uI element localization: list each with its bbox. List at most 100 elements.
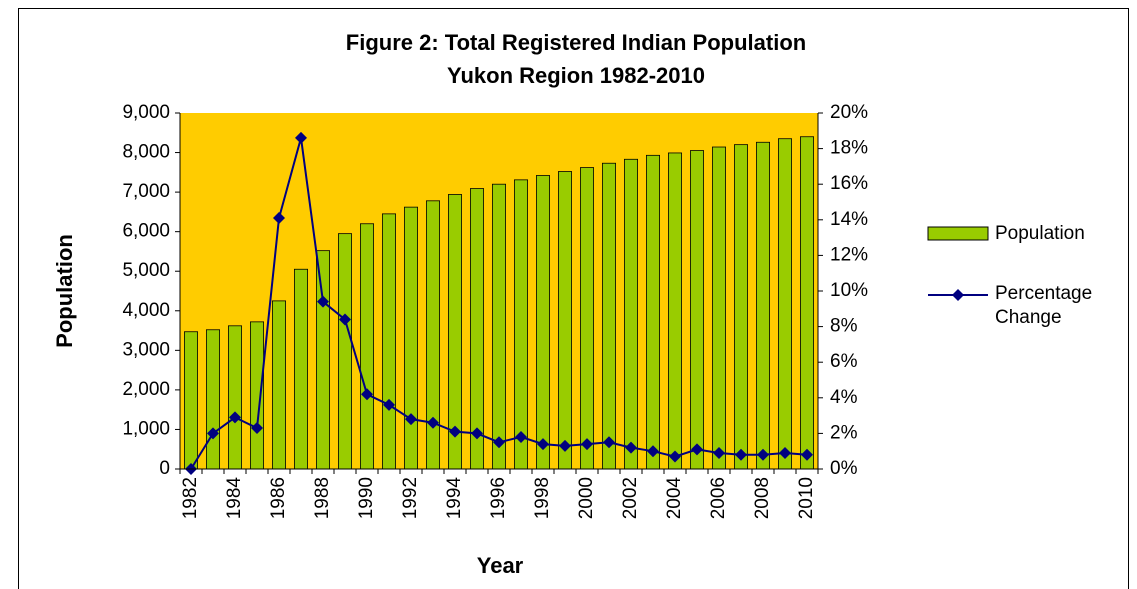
y-tick-label: 2,000 (122, 379, 170, 400)
bar (337, 233, 352, 470)
line-marker (273, 212, 285, 225)
y2-tick-label: 10% (830, 280, 868, 301)
line-marker (735, 448, 747, 461)
y2-tick-label: 14% (830, 209, 868, 230)
legend-label: Population (995, 223, 1085, 244)
bar (271, 300, 286, 470)
line-marker (647, 445, 659, 458)
bar (491, 183, 506, 470)
bar (403, 206, 418, 470)
y2-tick-label: 20% (830, 102, 868, 123)
x-tick-label: 1992 (400, 477, 421, 519)
x-tick-label: 1998 (532, 477, 553, 519)
bar (205, 329, 220, 470)
x-tick-label: 1988 (312, 477, 333, 519)
y2-tick-label: 16% (830, 173, 868, 194)
x-tick-label: 2004 (664, 477, 685, 520)
y2-tick-label: 0% (830, 458, 858, 479)
y-tick-label: 6,000 (122, 221, 170, 242)
bar (712, 146, 727, 470)
bar (778, 138, 793, 470)
bar (558, 171, 573, 470)
line-marker (295, 131, 307, 144)
line-marker (713, 446, 725, 459)
bar (381, 213, 396, 470)
line-marker (449, 425, 461, 438)
legend-label: Percentage Change (995, 283, 1093, 328)
line-marker (691, 443, 703, 456)
legend-marker (952, 289, 964, 301)
legend-swatch (927, 226, 989, 241)
y2-tick-label: 4% (830, 387, 858, 408)
line-marker (669, 450, 681, 463)
y2-tick-label: 2% (830, 422, 858, 443)
bar (756, 141, 771, 470)
line-marker (317, 295, 329, 308)
x-tick-label: 1984 (224, 477, 245, 520)
line-marker (625, 441, 637, 454)
bar (624, 158, 639, 470)
line-marker (603, 436, 615, 449)
bar (359, 223, 374, 470)
line-marker (383, 398, 395, 411)
y-tick-label: 8,000 (122, 142, 170, 163)
x-tick-label: 1982 (180, 477, 201, 519)
bar (227, 325, 242, 470)
line-marker (251, 422, 263, 435)
bar (469, 188, 484, 470)
x-tick-label: 2002 (620, 477, 641, 519)
bar (425, 200, 440, 470)
bar (249, 321, 264, 470)
bar (734, 144, 749, 470)
bar (514, 179, 529, 470)
bar (183, 331, 198, 470)
line-marker (757, 448, 769, 461)
y-axis-title: Population (52, 234, 77, 348)
x-tick-label: 1996 (488, 477, 509, 519)
x-axis-title: Year (477, 553, 524, 578)
bar (800, 136, 815, 470)
y2-tick-label: 6% (830, 351, 858, 372)
y-tick-label: 3,000 (122, 339, 170, 360)
line-marker (471, 427, 483, 440)
y-tick-label: 4,000 (122, 300, 170, 321)
y2-tick-label: 12% (830, 244, 868, 265)
y-tick-label: 7,000 (122, 181, 170, 202)
y-tick-label: 5,000 (122, 260, 170, 281)
line-marker (515, 430, 527, 443)
x-tick-label: 2008 (752, 477, 773, 519)
line-marker (229, 411, 241, 424)
line-marker (537, 438, 549, 451)
chart-title: Figure 2: Total Registered Indian Popula… (346, 30, 806, 55)
line-marker (581, 438, 593, 451)
x-tick-label: 1994 (444, 477, 465, 520)
bar (602, 162, 617, 470)
x-tick-label: 2000 (576, 477, 597, 519)
bar (668, 152, 683, 470)
y-tick-label: 0 (159, 458, 170, 479)
line-marker (361, 388, 373, 401)
line-marker (207, 427, 219, 440)
line-marker (801, 448, 813, 461)
y-tick-label: 1,000 (122, 418, 170, 439)
chart-subtitle: Yukon Region 1982-2010 (447, 63, 705, 88)
y2-tick-label: 8% (830, 316, 858, 337)
line-marker (339, 313, 351, 326)
line-marker (559, 439, 571, 452)
bar (536, 175, 551, 470)
x-tick-label: 2010 (796, 477, 817, 519)
y2-tick-label: 18% (830, 138, 868, 159)
x-tick-label: 1990 (356, 477, 377, 519)
x-tick-label: 1986 (268, 477, 289, 519)
line-marker (779, 446, 791, 459)
bar (690, 150, 705, 470)
line-marker (405, 413, 417, 426)
bar (580, 167, 595, 470)
bar (315, 250, 330, 470)
x-tick-label: 2006 (708, 477, 729, 519)
bar (646, 154, 661, 470)
bar (293, 268, 308, 470)
y-tick-label: 9,000 (122, 102, 170, 123)
